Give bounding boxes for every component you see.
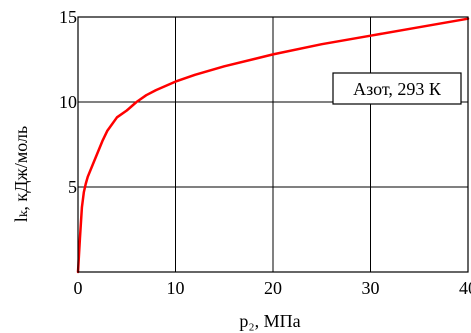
x-tick-label: 10 bbox=[167, 278, 185, 298]
tick-layer: 0 10 20 30 40 5 10 15 bbox=[59, 7, 471, 298]
x-tick-label: 30 bbox=[362, 278, 380, 298]
annotation-label: Азот, 293 К bbox=[353, 79, 442, 99]
y-axis-label: lₖ, кДж/моль bbox=[11, 126, 31, 222]
y-tick-label: 15 bbox=[59, 7, 77, 27]
y-tick-label: 10 bbox=[59, 92, 77, 112]
x-tick-label: 20 bbox=[264, 278, 282, 298]
x-tick-label: 0 bbox=[74, 278, 83, 298]
plot-frame bbox=[77, 16, 469, 273]
grid-layer bbox=[78, 17, 468, 272]
series-line-nitrogen bbox=[76, 17, 470, 274]
x-axis-label: p₂, МПа bbox=[239, 311, 300, 331]
y-tick-label: 5 bbox=[68, 177, 77, 197]
annotation-box bbox=[332, 72, 462, 105]
x-tick-label: 40 bbox=[459, 278, 471, 298]
